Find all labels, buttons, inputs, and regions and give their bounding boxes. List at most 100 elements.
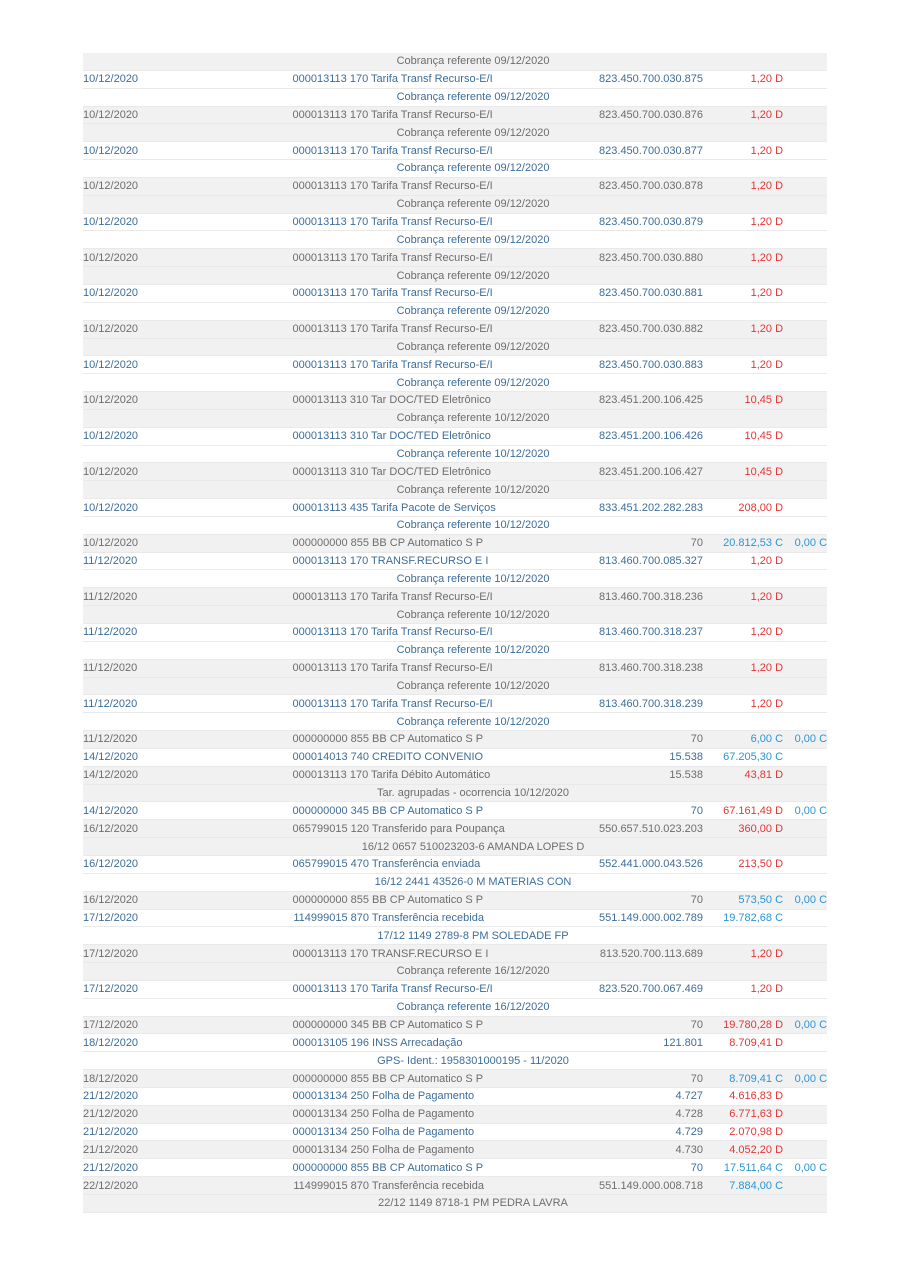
transaction-date: 17/12/2020 (83, 980, 243, 999)
detail-spacer-left (83, 516, 243, 535)
transaction-value: 1,20 D (703, 284, 784, 303)
transaction-value: 10,45 D (703, 462, 784, 482)
transaction-date: 21/12/2020 (83, 1087, 243, 1106)
detail-spacer-right (783, 266, 828, 285)
transaction-row: 10/12/2020 0000 13113 170 Tarifa Transf … (83, 177, 828, 196)
detail-spacer-right (783, 409, 828, 428)
transaction-detail-row: 22/12 1149 8718-1 PM PEDRA LAVRA (83, 1194, 828, 1213)
transaction-document: 551.149.000.008.718 (557, 1176, 704, 1195)
detail-spacer-right (783, 516, 828, 535)
transaction-row: 10/12/2020 0000 13113 170 Tarifa Transf … (83, 355, 828, 375)
transaction-document: 813.460.700.085.327 (557, 552, 704, 571)
transaction-description: 13134 250 Folha de Pagamento (317, 1087, 557, 1106)
detail-spacer-right (783, 53, 828, 71)
transaction-row: 17/12/2020 0000 13113 170 Tarifa Transf … (83, 980, 828, 999)
transaction-detail-row: Cobrança referente 16/12/2020 (83, 962, 828, 981)
transaction-document: 4.727 (557, 1087, 704, 1106)
transaction-branch: 0000 (243, 587, 317, 607)
transaction-detail-text: Cobrança referente 16/12/2020 (243, 962, 704, 981)
detail-spacer-right (783, 1194, 828, 1213)
transactions-body: Cobrança referente 09/12/2020 10/12/2020… (83, 53, 828, 1213)
detail-spacer-right (783, 784, 828, 803)
detail-spacer-left (83, 159, 243, 178)
transaction-branch: 0000 (243, 730, 317, 749)
transaction-description: 99015 870 Transferência recebida (317, 1176, 557, 1195)
transaction-value: 1,20 D (703, 552, 784, 571)
detail-spacer-value (703, 373, 784, 393)
detail-spacer-right (783, 926, 828, 946)
transaction-detail-text: Cobrança referente 10/12/2020 (243, 480, 704, 500)
transaction-detail-text: Tar. agrupadas - ocorrencia 10/12/2020 (243, 784, 704, 803)
transaction-extra-value: 0,00 C (783, 534, 828, 553)
transaction-description: 13134 250 Folha de Pagamento (317, 1105, 557, 1124)
transaction-detail-row: 16/12 2441 43526-0 M MATERIAS CON (83, 873, 828, 892)
transaction-detail-text: Cobrança referente 10/12/2020 (243, 445, 704, 464)
transaction-row: 17/12/2020 0000 13113 170 TRANSF.RECURSO… (83, 944, 828, 964)
transaction-value: 1,20 D (703, 659, 784, 678)
transaction-extra-value (783, 498, 828, 517)
transaction-extra-value: 0,00 C (783, 1069, 828, 1088)
transaction-row: 11/12/2020 0000 13113 170 Tarifa Transf … (83, 659, 828, 678)
transaction-value: 208,00 D (703, 498, 784, 517)
detail-spacer-right (783, 605, 828, 624)
transaction-description: 00000 855 BB CP Automatico S P (317, 1069, 557, 1088)
transaction-description: 13113 170 Tarifa Transf Recurso-E/I (317, 70, 557, 89)
transaction-date: 10/12/2020 (83, 284, 243, 303)
transaction-date: 11/12/2020 (83, 623, 243, 642)
transaction-value: 360,00 D (703, 819, 784, 839)
transaction-description: 13105 196 INSS Arrecadação (317, 1033, 557, 1053)
transaction-row: 14/12/2020 0000 14013 740 CREDITO CONVEN… (83, 748, 828, 767)
transaction-row: 10/12/2020 0000 13113 310 Tar DOC/TED El… (83, 462, 828, 482)
detail-spacer-right (783, 569, 828, 589)
detail-spacer-value (703, 516, 784, 535)
transaction-date: 10/12/2020 (83, 141, 243, 161)
transaction-detail-row: Cobrança referente 09/12/2020 (83, 338, 828, 357)
transaction-value: 10,45 D (703, 391, 784, 410)
transaction-extra-value (783, 462, 828, 482)
transaction-document: 70 (557, 891, 704, 910)
transaction-extra-value (783, 355, 828, 375)
transaction-detail-text: 16/12 2441 43526-0 M MATERIAS CON (243, 873, 704, 892)
detail-spacer-right (783, 338, 828, 357)
transaction-detail-text: Cobrança referente 09/12/2020 (243, 88, 704, 107)
transaction-value: 43,81 D (703, 766, 784, 785)
transaction-document: 823.450.700.030.879 (557, 213, 704, 232)
transaction-date: 17/12/2020 (83, 944, 243, 964)
transaction-date: 10/12/2020 (83, 391, 243, 410)
transaction-row: 16/12/2020 0000 00000 855 BB CP Automati… (83, 891, 828, 910)
transaction-value: 17.511,64 C (703, 1158, 784, 1178)
transaction-detail-text: Cobrança referente 09/12/2020 (243, 53, 704, 71)
transaction-description: 13113 310 Tar DOC/TED Eletrônico (317, 427, 557, 446)
transaction-value: 4.052,20 D (703, 1140, 784, 1160)
transaction-document: 4.730 (557, 1140, 704, 1160)
transaction-description: 00000 855 BB CP Automatico S P (317, 730, 557, 749)
detail-spacer-right (783, 712, 828, 732)
transaction-date: 10/12/2020 (83, 177, 243, 196)
transaction-branch: 0000 (243, 1105, 317, 1124)
transaction-extra-value: 0,00 C (783, 801, 828, 821)
transaction-date: 10/12/2020 (83, 248, 243, 268)
transaction-extra-value (783, 391, 828, 410)
transaction-row: 16/12/2020 0657 99015 120 Transferido pa… (83, 819, 828, 839)
transaction-detail-row: Cobrança referente 10/12/2020 (83, 712, 828, 732)
transaction-date: 21/12/2020 (83, 1158, 243, 1178)
transaction-branch: 0000 (243, 980, 317, 999)
transaction-row: 10/12/2020 0000 13113 170 Tarifa Transf … (83, 320, 828, 339)
transaction-detail-row: Cobrança referente 09/12/2020 (83, 88, 828, 107)
transaction-detail-row: 17/12 1149 2789-8 PM SOLEDADE FP (83, 926, 828, 946)
transaction-branch: 0657 (243, 855, 317, 874)
detail-spacer-value (703, 1051, 784, 1071)
detail-spacer-value (703, 266, 784, 285)
transaction-detail-row: GPS- Ident.: 1958301000195 - 11/2020 (83, 1051, 828, 1071)
transaction-document: 4.729 (557, 1123, 704, 1142)
transaction-document: 823.450.700.030.880 (557, 248, 704, 268)
transaction-description: 13113 170 Tarifa Transf Recurso-E/I (317, 355, 557, 375)
transaction-branch: 0000 (243, 1087, 317, 1106)
transaction-detail-row: Cobrança referente 09/12/2020 (83, 373, 828, 393)
transaction-description: 00000 345 BB CP Automatico S P (317, 801, 557, 821)
transaction-row: 21/12/2020 0000 00000 855 BB CP Automati… (83, 1158, 828, 1178)
transaction-branch: 0000 (243, 1069, 317, 1088)
transaction-branch: 0000 (243, 1016, 317, 1035)
transaction-extra-value (783, 980, 828, 999)
